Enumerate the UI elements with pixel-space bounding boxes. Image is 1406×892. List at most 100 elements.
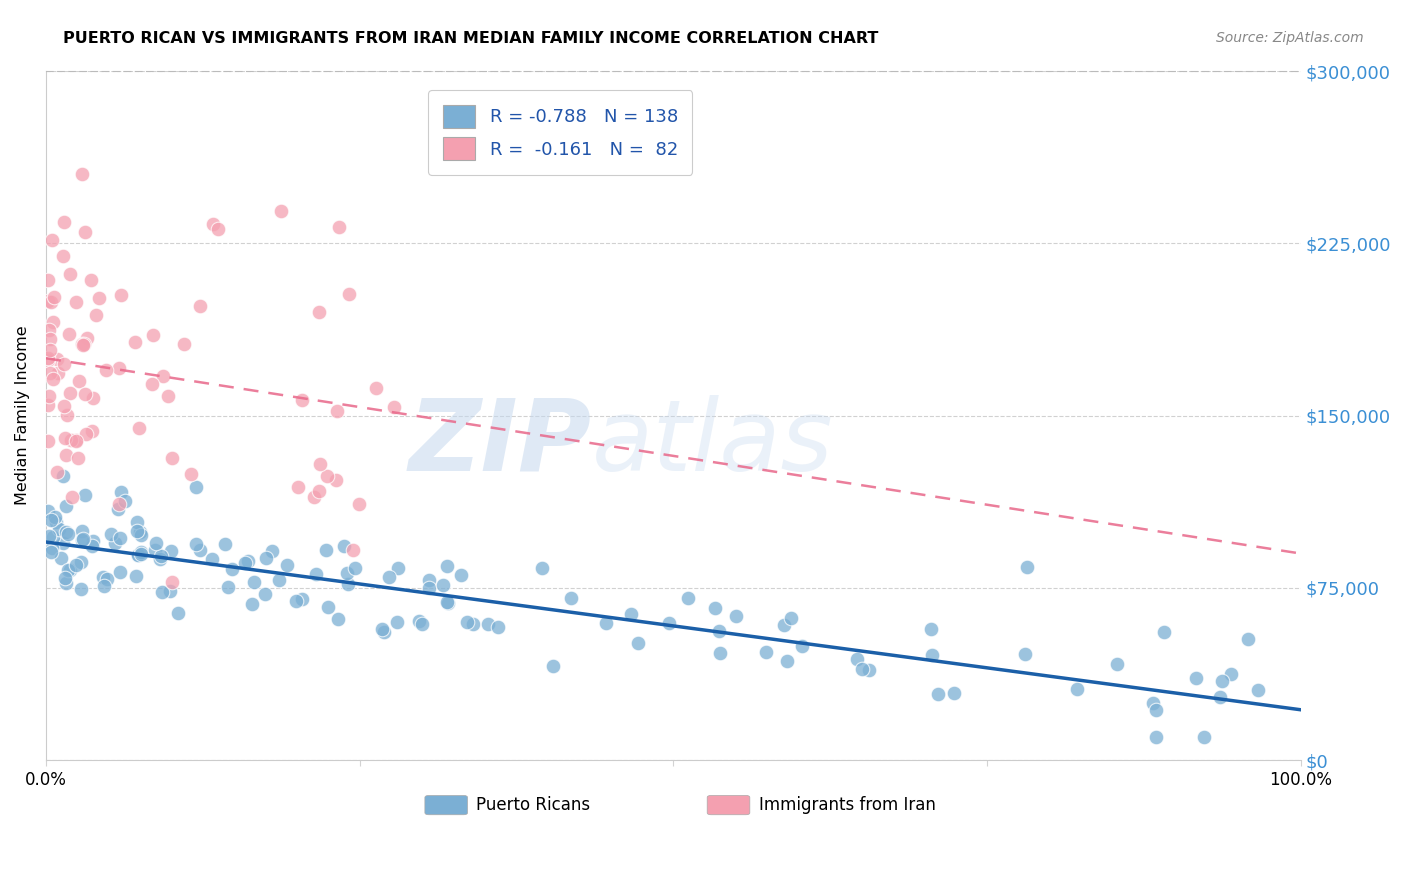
Point (143, 543, 166, 558)
Point (89, 291, 111, 305)
Point (56, 408, 79, 422)
Point (709, 647, 731, 661)
Point (37, 273, 59, 287)
Point (157, 389, 180, 403)
Point (110, 484, 132, 499)
Point (1142, 696, 1164, 710)
Point (845, 652, 868, 666)
Point (254, 551, 277, 566)
Point (285, 594, 308, 608)
Point (38, 323, 60, 337)
Point (73, 225, 96, 239)
Point (291, 392, 314, 407)
Point (55, 499, 77, 513)
Point (221, 562, 243, 576)
Point (333, 539, 356, 553)
Point (309, 457, 332, 471)
Point (704, 601, 727, 615)
Point (60, 433, 83, 447)
Point (336, 566, 359, 580)
Point (59, 386, 82, 401)
Point (59, 267, 82, 281)
Point (450, 567, 472, 582)
Point (128, 525, 150, 540)
Point (377, 570, 399, 584)
Point (44, 509, 66, 524)
Point (37, 434, 59, 449)
Point (39, 544, 62, 558)
Point (188, 542, 211, 557)
Point (159, 583, 181, 598)
Point (328, 220, 350, 235)
Point (342, 542, 364, 557)
Point (773, 618, 796, 632)
Point (858, 663, 880, 677)
Point (70, 337, 93, 351)
Point (72, 524, 94, 538)
Point (69, 555, 91, 569)
Point (188, 299, 211, 313)
Point (96, 573, 118, 587)
Point (53, 357, 76, 371)
Point (108, 565, 131, 579)
Point (308, 305, 330, 319)
Point (921, 648, 943, 663)
Y-axis label: Median Family Income: Median Family Income (15, 326, 30, 506)
Point (337, 287, 360, 301)
Point (37, 504, 59, 518)
Point (46, 366, 69, 380)
Point (1066, 682, 1088, 697)
Point (100, 526, 122, 541)
Point (755, 645, 778, 659)
Point (160, 450, 183, 465)
Point (942, 686, 965, 700)
Point (1192, 731, 1215, 745)
Point (678, 591, 700, 605)
Point (627, 636, 650, 650)
Point (325, 473, 347, 487)
Point (39, 332, 62, 346)
Point (38, 528, 60, 542)
Point (541, 658, 564, 673)
Point (93, 579, 115, 593)
Point (52, 399, 75, 413)
Point (38, 343, 60, 358)
Point (385, 615, 408, 629)
Point (60, 491, 83, 505)
Point (65, 295, 87, 310)
Point (128, 421, 150, 435)
Text: ZIP: ZIP (409, 395, 592, 491)
Point (477, 617, 499, 632)
Point (141, 377, 163, 392)
Point (1105, 657, 1128, 672)
Point (325, 404, 347, 418)
Point (45, 465, 67, 479)
Point (53, 214, 76, 228)
Point (291, 591, 314, 606)
Point (1236, 632, 1258, 646)
Point (269, 573, 291, 587)
Point (59, 563, 82, 577)
Point (75, 488, 97, 502)
Point (55, 449, 77, 463)
Point (127, 549, 149, 563)
Point (240, 597, 263, 611)
Point (114, 494, 136, 508)
Point (94, 362, 117, 376)
Point (308, 483, 330, 498)
FancyBboxPatch shape (707, 796, 749, 814)
Point (217, 580, 239, 594)
Point (82, 391, 104, 405)
Text: Immigrants from Iran: Immigrants from Iran (759, 796, 935, 814)
Point (302, 490, 325, 504)
Point (129, 528, 152, 542)
Point (1144, 703, 1167, 717)
Point (236, 554, 259, 568)
Point (316, 468, 339, 483)
Point (37, 294, 59, 309)
Point (152, 369, 174, 384)
Point (1211, 673, 1233, 688)
Point (531, 561, 554, 575)
Point (110, 288, 132, 302)
Text: atlas: atlas (592, 395, 834, 491)
